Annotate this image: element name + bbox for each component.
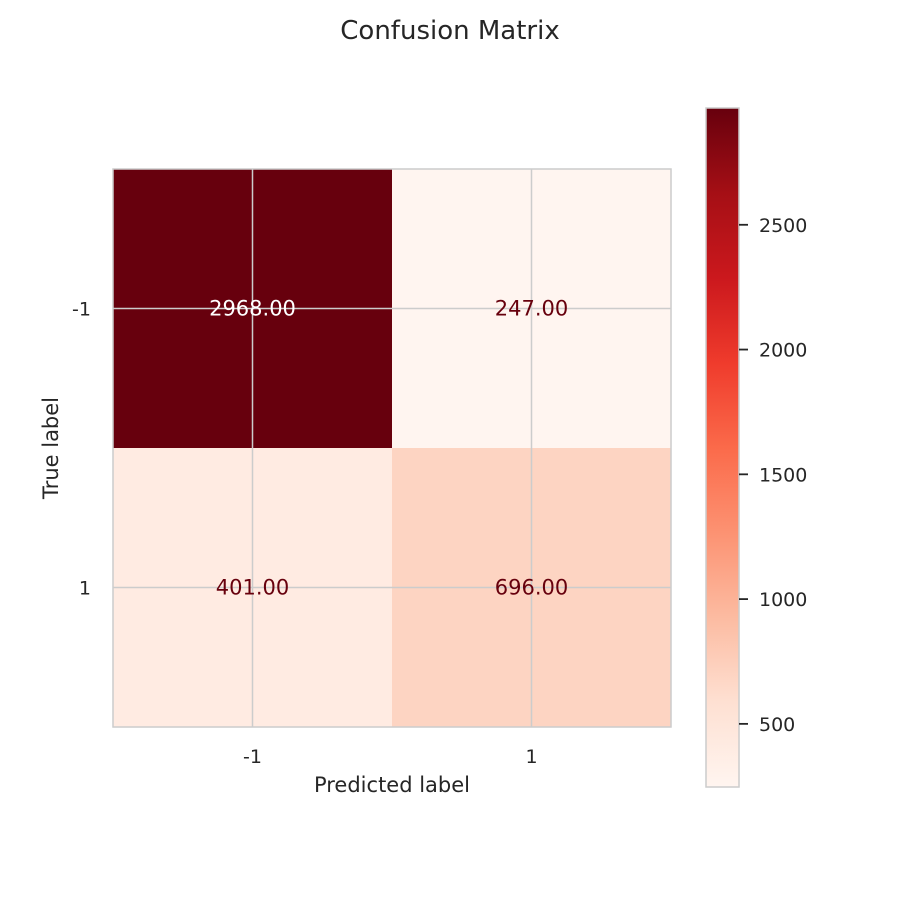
y-tick-labels: -1 1: [72, 299, 91, 600]
cell-labels: 2968.00 247.00 401.00 696.00: [209, 297, 568, 600]
colorbar-tick-label: 500: [759, 714, 795, 736]
colorbar-tick-label: 1500: [759, 464, 807, 486]
colorbar-ticks: 500 1000 1500 2000 2500: [739, 215, 807, 736]
y-tick-label: 1: [79, 578, 91, 600]
cell-value-label: 696.00: [495, 576, 568, 600]
cell-value-label: 401.00: [216, 576, 289, 600]
cell-value-label: 2968.00: [209, 297, 296, 321]
chart-title: Confusion Matrix: [340, 16, 559, 46]
y-tick-label: -1: [72, 299, 91, 321]
heatmap-cells: [113, 169, 672, 728]
grid-lines: [113, 169, 671, 727]
colorbar-tick-label: 2000: [759, 340, 807, 362]
colorbar: 500 1000 1500 2000 2500: [705, 107, 807, 788]
x-axis-label: Predicted label: [314, 773, 470, 797]
y-axis-label: True label: [39, 397, 63, 500]
plot-frame: [112, 168, 672, 728]
x-tick-label: 1: [525, 746, 537, 768]
cell-value-label: 247.00: [495, 297, 568, 321]
colorbar-tick-label: 1000: [759, 589, 807, 611]
colorbar-tick-label: 2500: [759, 215, 807, 237]
x-tick-labels: -1 1: [243, 746, 538, 768]
colorbar-gradient: [705, 107, 740, 788]
x-tick-label: -1: [243, 746, 262, 768]
